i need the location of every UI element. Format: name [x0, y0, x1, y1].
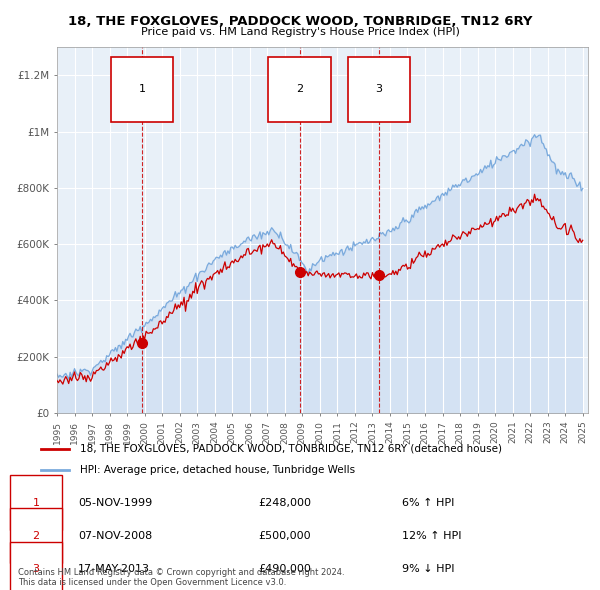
Text: £248,000: £248,000 [258, 498, 311, 507]
Text: 12% ↑ HPI: 12% ↑ HPI [402, 531, 461, 540]
Text: 2: 2 [296, 84, 303, 94]
Text: 2: 2 [32, 531, 40, 540]
Text: 9% ↓ HPI: 9% ↓ HPI [402, 564, 455, 573]
Text: 1: 1 [32, 498, 40, 507]
Text: Contains HM Land Registry data © Crown copyright and database right 2024.
This d: Contains HM Land Registry data © Crown c… [18, 568, 344, 587]
Text: £490,000: £490,000 [258, 564, 311, 573]
Text: 1: 1 [139, 84, 145, 94]
Text: 3: 3 [32, 564, 40, 573]
Text: HPI: Average price, detached house, Tunbridge Wells: HPI: Average price, detached house, Tunb… [80, 465, 355, 475]
Text: £500,000: £500,000 [258, 531, 311, 540]
Text: 07-NOV-2008: 07-NOV-2008 [78, 531, 152, 540]
Text: 6% ↑ HPI: 6% ↑ HPI [402, 498, 454, 507]
Text: 18, THE FOXGLOVES, PADDOCK WOOD, TONBRIDGE, TN12 6RY (detached house): 18, THE FOXGLOVES, PADDOCK WOOD, TONBRID… [80, 444, 502, 454]
Text: 17-MAY-2013: 17-MAY-2013 [78, 564, 150, 573]
Text: 3: 3 [376, 84, 383, 94]
Text: Price paid vs. HM Land Registry's House Price Index (HPI): Price paid vs. HM Land Registry's House … [140, 27, 460, 37]
Text: 18, THE FOXGLOVES, PADDOCK WOOD, TONBRIDGE, TN12 6RY: 18, THE FOXGLOVES, PADDOCK WOOD, TONBRID… [68, 15, 532, 28]
Text: 05-NOV-1999: 05-NOV-1999 [78, 498, 152, 507]
